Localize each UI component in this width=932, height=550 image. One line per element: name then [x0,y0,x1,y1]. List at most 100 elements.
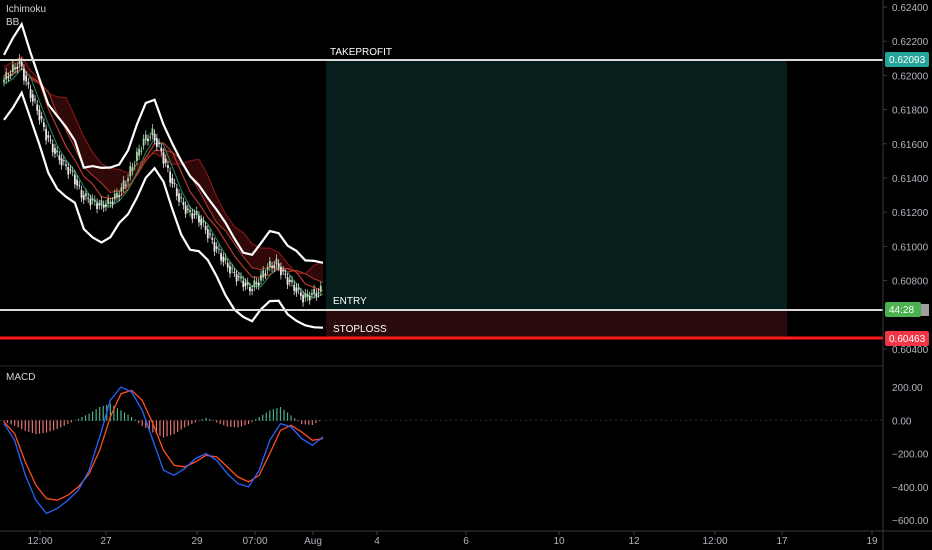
candle-body [184,205,187,214]
candle-body [111,201,114,205]
candle-body [204,225,207,230]
macd-histogram-bar [45,420,48,433]
candle-body [277,263,280,267]
candle-body [215,246,218,249]
macd-histogram-bar [286,412,289,421]
ichimoku-label[interactable]: Ichimoku [6,4,47,15]
candle-body [133,165,136,167]
macd-histogram-bar [290,415,292,421]
time-tick-label: 6 [463,536,469,547]
price-tick-label: 0.62200 [892,37,929,48]
candle-body [42,122,45,128]
macd-label[interactable]: MACD [6,372,36,383]
candle-body [313,289,316,295]
candle-body [180,197,183,199]
candle-body [89,198,92,206]
candle-body [120,187,123,192]
time-tick-label: 07:00 [242,536,267,547]
macd-histogram-bar [173,420,175,435]
candle-body [191,213,194,219]
bb-label[interactable]: BB [6,17,20,28]
macd-histogram-bar [21,420,23,430]
candle-body [266,267,269,271]
time-tick-label: 29 [191,536,203,547]
candle-body [124,184,127,186]
macd-histogram-bar [180,420,182,430]
macd-histogram-bar [102,405,104,421]
candle-body [260,274,262,281]
candle-body [262,270,265,278]
macd-histogram-bar [148,420,150,431]
candle-body [45,128,47,141]
candle-body [167,165,169,169]
macd-histogram-bar [159,420,161,436]
price-candles [3,54,322,307]
candle-body [51,143,54,153]
macd-histogram-bar [184,420,186,428]
candle-body [102,204,105,208]
candle-body [16,66,19,70]
candle-body [116,192,118,198]
candle-body [248,287,251,292]
macd-tick-label: −400.00 [892,483,929,494]
macd-histogram-bar [63,420,65,426]
candle-body [160,147,163,152]
macd-histogram-bar [219,420,221,424]
time-axis[interactable]: 12:00 27 29 07:00 Aug 4 6 10 12 12:00 17 19 [27,531,878,547]
candle-body [87,197,90,199]
candle-body [193,213,196,215]
macd-histogram-bar [116,408,119,421]
candle-body [136,151,138,161]
tenkan-line [3,67,324,299]
price-axis[interactable]: 0.62400 0.62200 0.62000 0.61800 0.61600 0.614… [883,3,929,527]
macd-histogram-bar [247,420,250,425]
macd-histogram-bar [194,420,196,423]
candle-body [73,174,76,185]
macd-histogram-bar [138,420,140,424]
macd-histogram-bar [208,419,211,421]
macd-signal-line [3,389,324,501]
candle-body [291,280,293,283]
candle-body [34,99,36,101]
candle-body [253,280,256,288]
stoploss-price-tag: 0.60463 [885,331,929,346]
candle-body [235,274,238,282]
candle-body [304,293,307,298]
candle-body [76,179,79,186]
macd-histogram-bar [88,413,90,421]
macd-histogram-bar [95,409,97,421]
candle-body [82,195,85,200]
candle-body [189,210,191,213]
candle-body [200,219,203,226]
candle-body [91,198,94,201]
macd-histogram-bar [276,408,278,421]
macd-histogram-bar [53,420,55,431]
macd-line [3,386,324,515]
time-tick-label: 12:00 [702,536,727,547]
candle-body [54,148,56,154]
macd-tick-label: −600.00 [892,516,929,527]
macd-histogram-bar [226,420,228,427]
kijun-line [3,67,324,292]
takeprofit-price-tag: 0.62093 [885,52,929,67]
macd-histogram-bar [145,420,147,429]
candle-body [206,229,209,239]
candle-body [85,192,87,197]
macd-histogram-bar [155,420,158,435]
candle-body [62,159,65,162]
candle-body [178,193,180,202]
candle-body [237,276,240,278]
candle-body [98,204,101,206]
candle-body [171,178,174,184]
price-tick-label: 0.61400 [892,174,929,185]
candle-body [138,148,141,156]
candle-body [151,128,154,136]
time-tick-label: 4 [374,536,380,547]
candle-body [149,136,152,138]
macd-histogram-bar [109,403,111,421]
bollinger-upper [3,21,324,264]
candle-body [319,285,322,292]
candle-body [213,242,216,252]
price-tick-label: 0.61600 [892,140,929,151]
